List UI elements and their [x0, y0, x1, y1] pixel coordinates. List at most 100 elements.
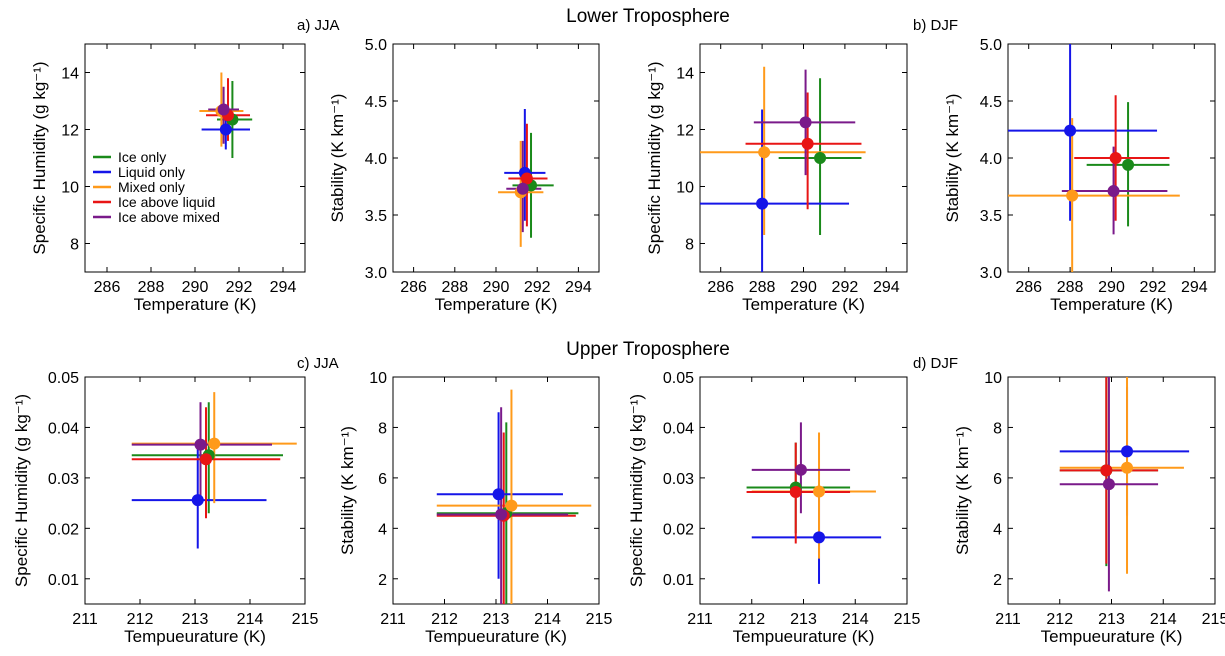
x-tick-label: 213 [483, 611, 510, 628]
y-tick-label: 4.5 [980, 94, 1002, 111]
data-point [1066, 189, 1079, 202]
y-tick-label: 14 [676, 66, 694, 83]
panel-label-c: c) JJA [297, 355, 339, 372]
x-tick-label: 215 [292, 611, 319, 628]
x-tick-label: 212 [738, 611, 765, 628]
x-tick-label: 286 [400, 279, 427, 296]
y-tick-label: 0.02 [48, 521, 79, 538]
y-tick-label: 8 [685, 237, 694, 254]
x-tick-label: 211 [380, 611, 406, 628]
y-tick-label: 4 [993, 521, 1002, 538]
y-tick-label: 8 [993, 420, 1002, 437]
y-tick-label: 0.01 [663, 572, 694, 589]
x-tick-label: 286 [1015, 279, 1042, 296]
x-axis-label: Tempueurature (K) [1041, 627, 1183, 646]
data-point [813, 531, 826, 544]
x-tick-label: 213 [182, 611, 209, 628]
x-tick-label: 215 [894, 611, 921, 628]
data-point [194, 438, 207, 451]
y-tick-label: 3.0 [365, 265, 387, 282]
y-axis-label: Stability (K km⁻¹) [943, 94, 962, 223]
y-tick-label: 4.0 [365, 151, 387, 168]
data-point [1102, 478, 1115, 491]
data-point [814, 152, 827, 164]
y-tick-label: 14 [61, 66, 79, 83]
data-point [208, 437, 221, 450]
x-tick-label: 294 [873, 279, 900, 296]
x-tick-label: 286 [707, 279, 734, 296]
y-tick-label: 8 [70, 237, 79, 254]
x-axis-label: Temperature (K) [1050, 295, 1173, 314]
y-tick-label: 3.0 [980, 265, 1002, 282]
legend-label: Ice only [118, 149, 166, 165]
y-axis-label: Specific Humidity (g kg⁻¹) [12, 394, 31, 587]
data-point [505, 499, 518, 512]
y-axis-label: Specific Humidity (g kg⁻¹) [30, 61, 49, 254]
x-axis-label: Tempueurature (K) [124, 627, 266, 646]
data-point [200, 453, 212, 466]
y-tick-label: 4 [378, 521, 387, 538]
x-axis-label: Temperature (K) [742, 295, 865, 314]
data-point [799, 116, 812, 129]
x-tick-label: 292 [832, 279, 859, 296]
x-tick-label: 292 [524, 279, 551, 296]
data-point [1064, 124, 1077, 137]
y-axis-label: Stability (K km⁻¹) [338, 426, 357, 555]
y-tick-label: 0.04 [663, 420, 694, 437]
x-tick-label: 212 [431, 611, 458, 628]
legend-label: Ice above mixed [118, 209, 220, 225]
x-tick-label: 214 [237, 611, 264, 628]
y-tick-label: 10 [984, 370, 1002, 387]
x-tick-label: 212 [127, 611, 154, 628]
y-tick-label: 0.05 [663, 370, 694, 387]
y-axis-label: Specific Humidity (g kg⁻¹) [645, 61, 664, 254]
x-tick-label: 211 [687, 611, 713, 628]
y-tick-label: 4.5 [365, 94, 387, 111]
x-tick-label: 290 [1098, 279, 1125, 296]
plot-frame [699, 376, 908, 605]
y-tick-label: 0.03 [48, 471, 79, 488]
plot-frame [84, 376, 306, 605]
y-tick-label: 0.05 [48, 370, 79, 387]
y-tick-label: 10 [61, 180, 79, 197]
data-point [495, 508, 508, 521]
y-axis-label: Stability (K km⁻¹) [953, 426, 972, 555]
y-tick-label: 6 [378, 471, 387, 488]
x-axis-label: Tempueurature (K) [733, 627, 875, 646]
y-tick-label: 2 [993, 572, 1002, 589]
data-point [756, 197, 769, 210]
x-tick-label: 288 [138, 279, 165, 296]
y-tick-label: 6 [993, 471, 1002, 488]
x-tick-label: 286 [94, 279, 121, 296]
plot-frame [392, 43, 600, 273]
data-point [1121, 445, 1134, 458]
x-tick-label: 211 [995, 611, 1021, 628]
x-tick-label: 214 [534, 611, 561, 628]
y-tick-label: 12 [676, 123, 694, 140]
y-tick-label: 5.0 [980, 37, 1002, 54]
x-tick-label: 292 [1140, 279, 1167, 296]
x-tick-label: 214 [842, 611, 869, 628]
x-axis-label: Temperature (K) [134, 295, 257, 314]
legend-label: Mixed only [118, 179, 185, 195]
y-tick-label: 12 [61, 123, 79, 140]
legend-label: Ice above liquid [118, 194, 215, 210]
y-tick-label: 0.03 [663, 471, 694, 488]
legend-label: Liquid only [118, 164, 185, 180]
data-point [217, 103, 230, 116]
y-tick-label: 0.02 [663, 521, 694, 538]
panel-label-d: d) DJF [913, 355, 958, 372]
data-point [813, 485, 826, 498]
x-tick-label: 211 [72, 611, 98, 628]
data-point [789, 486, 802, 499]
data-point [794, 463, 807, 476]
data-point [1100, 464, 1113, 477]
x-tick-label: 288 [1057, 279, 1084, 296]
x-tick-label: 290 [483, 279, 510, 296]
data-point [516, 182, 529, 195]
x-tick-label: 214 [1150, 611, 1177, 628]
data-point [492, 488, 505, 501]
panel-label-a: a) JJA [297, 17, 340, 34]
y-axis-label: Stability (K km⁻¹) [328, 94, 347, 223]
